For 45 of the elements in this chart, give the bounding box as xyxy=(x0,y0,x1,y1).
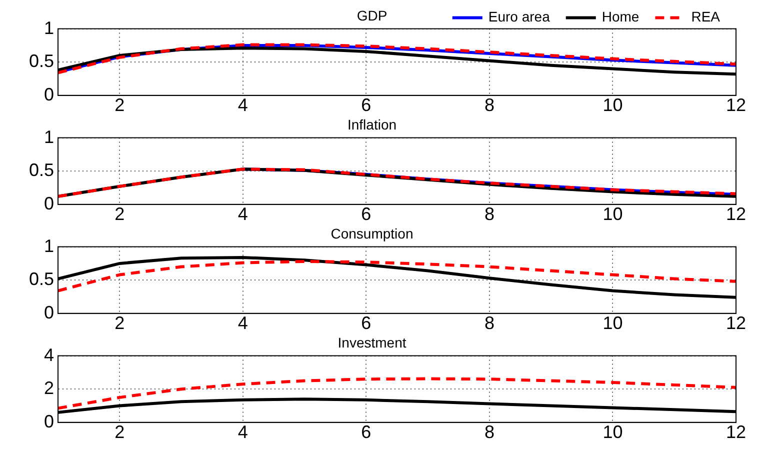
x-tick-label: 4 xyxy=(238,313,248,334)
y-tick-label: 0.5 xyxy=(28,160,54,180)
x-tick-label: 12 xyxy=(726,313,746,334)
legend-label: Euro area xyxy=(488,8,550,25)
y-tick-label: 0 xyxy=(44,411,54,432)
x-tick-label: 6 xyxy=(361,422,372,442)
y-tick-label: 0.5 xyxy=(28,269,54,290)
chart-title: Consumption xyxy=(330,225,414,242)
chart-title: GDP xyxy=(356,7,388,24)
x-tick-label: 4 xyxy=(238,204,248,224)
y-tick-label: 1 xyxy=(44,236,54,256)
y-tick-label: 0.5 xyxy=(28,51,54,72)
y-tick-label: 0 xyxy=(44,84,54,104)
x-tick-label: 10 xyxy=(602,422,623,442)
x-tick-label: 8 xyxy=(484,95,494,116)
y-tick-label: 4 xyxy=(44,344,54,365)
y-tick-label: 1 xyxy=(44,126,54,147)
x-tick-label: 10 xyxy=(602,204,623,224)
x-tick-label: 2 xyxy=(114,422,125,442)
y-tick-label: 0 xyxy=(44,302,54,322)
x-tick-label: 10 xyxy=(602,313,623,334)
x-tick-label: 2 xyxy=(114,313,125,334)
legend-label: REA xyxy=(691,8,721,25)
y-tick-label: 1 xyxy=(44,18,54,38)
x-tick-label: 4 xyxy=(238,95,248,116)
x-tick-label: 8 xyxy=(484,422,494,442)
chart-title: Investment xyxy=(338,334,406,350)
x-tick-label: 2 xyxy=(114,204,125,224)
x-tick-label: 12 xyxy=(726,422,746,442)
x-tick-label: 6 xyxy=(361,313,372,334)
x-tick-label: 8 xyxy=(484,204,494,224)
x-tick-label: 12 xyxy=(726,204,746,224)
x-tick-label: 6 xyxy=(361,204,372,224)
x-tick-label: 6 xyxy=(361,95,372,116)
x-tick-label: 12 xyxy=(726,95,746,116)
chart-title: Inflation xyxy=(347,116,397,132)
y-tick-label: 0 xyxy=(44,193,54,214)
x-tick-label: 8 xyxy=(484,313,494,334)
x-tick-label: 2 xyxy=(114,95,125,116)
line-series xyxy=(58,260,736,292)
x-tick-label: 4 xyxy=(238,422,248,442)
line-series xyxy=(58,377,736,410)
y-tick-label: 2 xyxy=(44,378,54,398)
x-tick-label: 10 xyxy=(602,95,623,116)
legend-label: Home xyxy=(602,8,640,25)
